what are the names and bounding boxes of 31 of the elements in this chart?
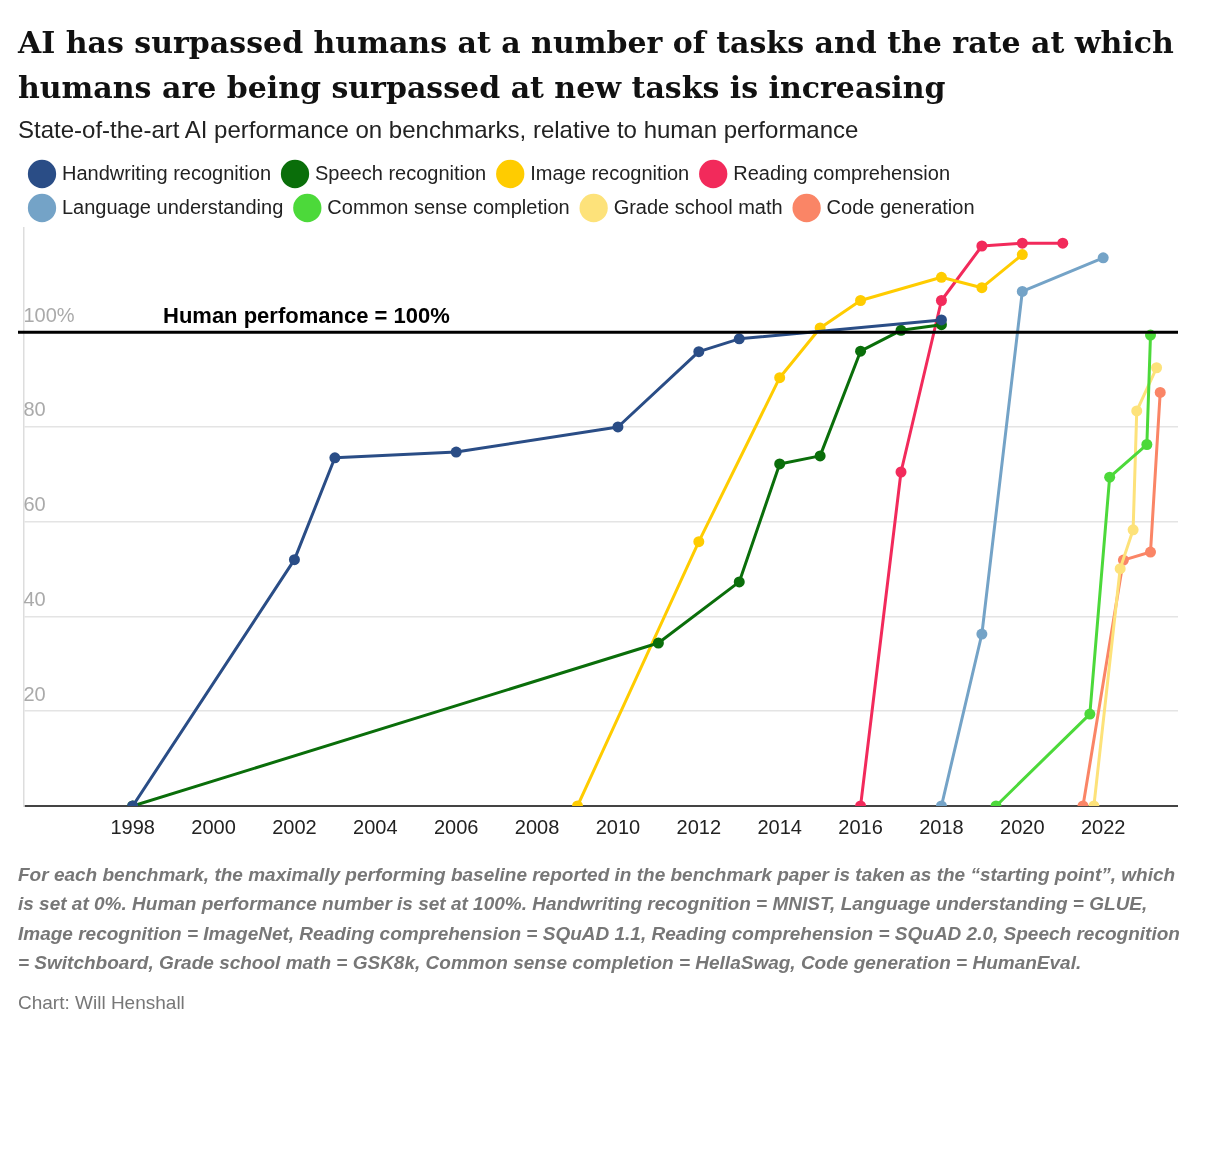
x-tick-label: 2000 [191,815,236,838]
legend-label: Speech recognition [315,161,487,184]
y-tick-label: 20 [23,682,46,705]
chart-subtitle: State-of-the-art AI performance on benchmarks, relative to human performance [18,116,860,144]
x-tick-label: 2006 [433,815,479,838]
legend-label: Image recognition [530,161,690,184]
y-tick-label: 40 [23,588,46,611]
legend-label: Code generation [826,195,975,218]
y-tick-label: 100% [23,303,75,326]
y-tick-label: 80 [23,398,46,421]
text: Chart: Will Henshall [18,990,186,1015]
x-tick-label: 2012 [676,815,722,838]
chart-title: AI has surpassed humans at a number of tasks and the rate at which humans are being surpassed at new tasks is increasing [18,24,1175,107]
legend-label: Common sense completion [327,195,570,218]
x-tick-label: 2008 [514,815,560,838]
x-tick-label: 2018 [919,815,964,838]
x-tick-label: 2020 [1000,815,1045,838]
x-tick-label: 2010 [595,815,641,838]
y-tick-label: 60 [23,493,46,516]
x-tick-label: 1998 [110,815,155,838]
text: For each benchmark, the maximally performing baseline reported in the benchmark paper is taken as the “starting point”, which is set at 0%. Human performance number is set at 100%. Handwriting recognition = MNIST, Language understanding = GLUE, Image recognition = ImageNet, Reading comprehension = SQuAD 1.1, Reading comprehension = SQuAD 2.0, Speech recognition = Switchboard, Grade school math = GSK8k, Common sense completion = HellaSwag, Code generation = HumanEval. [18,863,1181,976]
legend-label: Reading comprehension [733,161,951,184]
legend-label: Language understanding [62,195,284,218]
legend-label: Handwriting recognition [62,161,272,184]
x-tick-label: 2014 [757,815,802,838]
x-tick-label: 2016 [838,815,883,838]
x-tick-label: 2002 [272,815,317,838]
ref-line-label: Human perfomance = 100% [163,303,450,329]
x-tick-label: 2022 [1080,815,1126,838]
x-tick-label: 2004 [353,815,398,838]
legend-label: Grade school math [613,195,783,218]
